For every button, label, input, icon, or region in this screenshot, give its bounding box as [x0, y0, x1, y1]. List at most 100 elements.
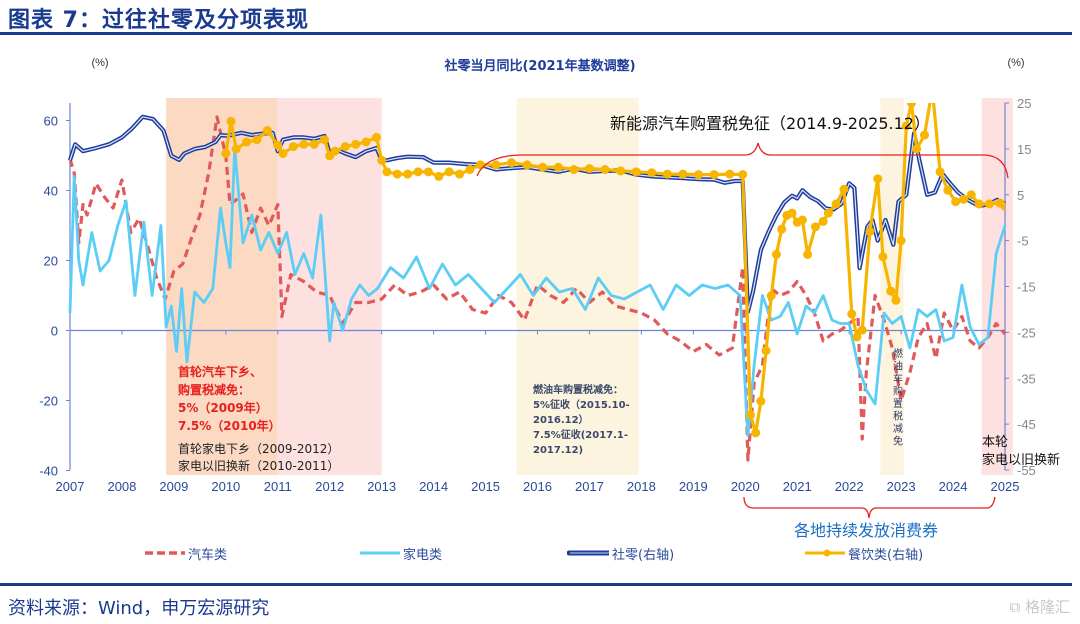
catering-point [340, 142, 350, 152]
catering-point [330, 146, 340, 156]
x-tick-label: 2020 [731, 479, 760, 494]
catering-point [584, 164, 594, 174]
catering-point [751, 428, 761, 438]
catering-point [647, 168, 657, 178]
x-tick-label: 2017 [575, 479, 604, 494]
catering-point [831, 199, 841, 209]
left-tick-label: 0 [51, 324, 58, 339]
catering-point [943, 185, 953, 195]
catering-point [873, 174, 883, 184]
bottom-rule [0, 583, 1072, 586]
annotation-fuel-tax-2022-char: 减 [893, 423, 903, 435]
annotation-auto-policy: 5%（2009年） [178, 400, 268, 415]
annotation-fuel-car-tax: 2017.12) [533, 445, 583, 456]
catering-point [1000, 201, 1005, 211]
right-tick-label: 25 [1017, 96, 1031, 111]
watermark: ⧉ 格隆汇 [1010, 596, 1071, 617]
catering-point [444, 167, 454, 177]
series-line-auto [68, 115, 1007, 462]
annotation-fuel-tax-2022-char: 置 [893, 398, 903, 410]
catering-point [278, 148, 288, 158]
annotation-fuel-tax-2022-char: 免 [893, 435, 903, 448]
catering-point [320, 135, 330, 145]
legend-label-appliance: 家电类 [403, 547, 443, 563]
right-tick-label: -35 [1017, 371, 1036, 386]
catering-point [847, 309, 857, 319]
legend-label-retail: 社零(右轴) [612, 547, 675, 563]
catering-point [984, 199, 994, 209]
catering-point [901, 121, 911, 131]
right-tick-label: 5 [1017, 188, 1024, 203]
catering-point [231, 144, 241, 154]
catering-point [839, 184, 849, 194]
legend-swatch-catering [805, 549, 845, 557]
legend-item-retail: 社零(右轴) [567, 543, 674, 563]
annotation-fuel-tax-2022-char: 税 [893, 410, 903, 423]
left-tick-label: -40 [39, 464, 58, 479]
annotation-fuel-car-tax: 2016.12） [533, 413, 589, 426]
left-tick-label: 40 [44, 184, 58, 199]
annotation-auto-policy: 购置税减免： [178, 382, 250, 397]
catering-point [413, 167, 423, 177]
brace-nev-tax [476, 142, 1009, 179]
x-tick-label: 2008 [107, 479, 136, 494]
watermark-logo-icon: ⧉ [1009, 598, 1025, 616]
x-tick-label: 2019 [679, 479, 708, 494]
catering-point [919, 130, 929, 140]
legend-item-auto: 汽车类 [143, 543, 227, 563]
catering-point [616, 166, 626, 176]
catering-point [823, 208, 833, 218]
catering-point [907, 103, 916, 108]
right-axis-unit: (%) [1007, 57, 1024, 69]
annotation-auto-policy: 7.5%（2010年） [178, 418, 281, 433]
catering-point [242, 137, 252, 147]
catering-point [678, 169, 688, 179]
catering-point [465, 165, 475, 175]
catering-point [600, 165, 610, 175]
series-line-retail-inner [69, 116, 1006, 313]
catering-point [299, 139, 309, 149]
shaded-period-policy-appliance-2011 [277, 98, 382, 475]
annotation-fuel-tax-2022-char: 车 [893, 372, 903, 385]
catering-point [538, 162, 548, 172]
catering-point [766, 291, 776, 301]
annotation-nev-tax: 新能源汽车购置税免征（2014.9-2025.12） [610, 114, 930, 133]
x-tick-label: 2024 [939, 479, 968, 494]
x-tick-label: 2014 [419, 479, 448, 494]
chart-title: 社零当月同比(2021年基数调整) [443, 58, 635, 74]
x-tick-label: 2025 [991, 479, 1020, 494]
x-tick-label: 2022 [835, 479, 864, 494]
catering-point [928, 85, 937, 94]
catering-point [662, 169, 672, 179]
legend-swatch-retail [567, 550, 609, 556]
catering-point [694, 170, 704, 180]
right-tick-label: -25 [1017, 325, 1036, 340]
x-tick-label: 2013 [367, 479, 396, 494]
catering-point [951, 197, 961, 207]
x-tick-label: 2015 [471, 479, 500, 494]
catering-point [361, 137, 371, 147]
chart: 社零当月同比(2021年基数调整) (%) (%) 6040200-20-402… [39, 57, 1060, 540]
annotation-vouchers: 各地持续发放消费券 [794, 521, 938, 540]
catering-point [738, 170, 748, 180]
catering-point [966, 190, 976, 200]
left-tick-label: 20 [44, 254, 58, 269]
catering-point [252, 135, 262, 145]
right-tick-label: -5 [1017, 234, 1029, 249]
catering-point [371, 132, 381, 142]
catering-point [896, 236, 906, 246]
annotation-fuel-tax-2022-char: 购 [893, 385, 903, 398]
annotation-fuel-tax-2022-char: 油 [893, 360, 903, 373]
top-rule [0, 32, 1072, 35]
catering-point [491, 160, 501, 170]
catering-point [377, 155, 387, 165]
annotation-fuel-car-tax: 7.5%征收(2017.1- [533, 428, 628, 441]
catering-point [725, 169, 735, 179]
catering-point [507, 158, 517, 168]
catering-point [392, 169, 402, 179]
catering-point [777, 224, 787, 234]
x-tick-label: 2009 [159, 479, 188, 494]
catering-point [878, 252, 888, 262]
catering-point [886, 286, 896, 296]
catering-point [631, 167, 641, 177]
